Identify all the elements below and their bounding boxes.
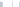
Bar [17,6,20,7]
Bar [13,5,17,6]
Bar [4,2,7,3]
Text: $35: $35 [0,0,20,7]
Bar [4,3,7,4]
Bar [4,6,7,7]
Bar [0,0,4,2]
Bar [4,0,7,2]
Text: Conservation: Conservation [0,0,3,7]
Text: Control:
Direct Mail Only
Conversion %: Control: Direct Mail Only Conversion % [0,0,20,7]
Bar [13,6,17,7]
Bar [0,2,4,3]
Bar [4,4,7,5]
Text: $25: $25 [0,0,20,7]
Text: 2.25%: 2.25% [0,0,20,7]
Bar [13,4,17,5]
Bar [10,2,13,3]
Bar [17,2,20,3]
Bar [7,6,10,7]
Text: 0.31%: 0.31% [0,0,20,7]
Text: 0.54%: 0.54% [0,0,20,7]
Text: $39: $39 [0,0,20,7]
Text: $64: $64 [0,0,20,7]
Text: 0.22%: 0.22% [0,0,20,7]
Text: Conversion
Lift by Adding
Digital Ads: Conversion Lift by Adding Digital Ads [0,0,20,7]
Bar [10,3,13,4]
Text: $27: $27 [0,0,20,7]
Text: Major Hospital: Major Hospital [0,0,3,7]
Bar [0,4,4,5]
Text: 44%: 44% [0,0,20,7]
Bar [13,3,17,4]
Bar [0,3,4,4]
Bar [7,2,10,3]
Bar [17,5,20,6]
Bar [17,4,20,5]
Text: Children's Support: Children's Support [0,0,3,7]
Text: $42: $42 [0,0,20,7]
Text: $37: $37 [0,0,20,7]
Bar [4,5,7,6]
Text: 73%: 73% [0,0,20,7]
Text: 46%: 46% [0,0,20,7]
Bar [10,0,13,2]
Text: 0.48%: 0.48% [0,0,20,7]
Text: 0.93%: 0.93% [0,0,20,7]
Text: 0.51%: 0.51% [0,0,20,7]
Bar [7,0,10,2]
Bar [10,5,13,6]
Bar [7,5,10,6]
Text: Control:
Direct Mail Only
Average Gift: Control: Direct Mail Only Average Gift [0,0,20,7]
Text: Test:
Direct Mail &
Digital Ads
Average Gift: Test: Direct Mail & Digital Ads Average … [0,0,20,7]
Bar [13,2,17,3]
Bar [7,4,10,5]
Text: 0.30%: 0.30% [0,0,20,7]
Bar [17,0,20,2]
Text: 53%: 53% [0,0,20,7]
Bar [7,3,10,4]
Text: Nonprofit
Category: Nonprofit Category [0,0,20,7]
Text: Humanitarian: Humanitarian [0,0,3,7]
Bar [13,0,17,2]
Text: 0.35%: 0.35% [0,0,20,7]
Text: 72%: 72% [0,0,20,7]
Text: 1.31%: 1.31% [0,0,20,7]
Text: $34: $34 [0,0,20,7]
Bar [0,5,4,6]
Text: $40: $40 [0,0,20,7]
Bar [10,6,13,7]
Text: $79: $79 [0,0,20,7]
Text: Test:
Direct Mail &
Digital Ads
Conversion %: Test: Direct Mail & Digital Ads Conversi… [0,0,20,7]
Bar [10,4,13,5]
Bar [17,3,20,4]
Bar [0,6,4,7]
Text: Social Service: Social Service [0,0,3,7]
